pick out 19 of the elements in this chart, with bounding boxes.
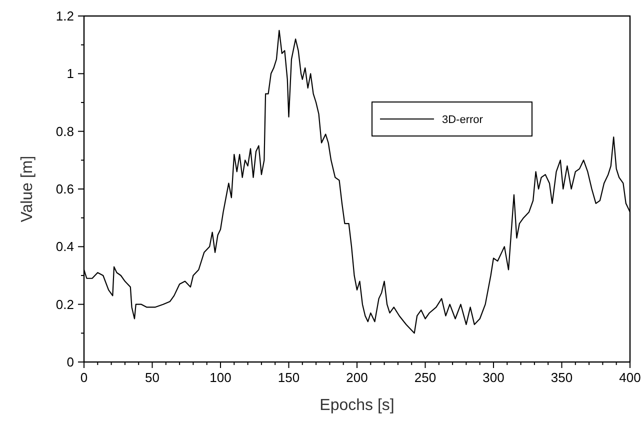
y-tick-label: 0.6 [56, 182, 74, 196]
x-axis-title: Epochs [s] [320, 397, 394, 414]
y-tick-label: 1 [66, 66, 74, 82]
x-tick-label: 0 [80, 370, 88, 385]
y-tick-label: 0.4 [56, 239, 74, 254]
x-tick-label: 100 [210, 370, 232, 385]
x-tick-label: 150 [278, 370, 300, 385]
y-tick-label: 0.8 [56, 124, 74, 139]
x-tick-label: 250 [414, 370, 436, 385]
y-tick-label: 0 [66, 354, 74, 370]
x-tick-label: 50 [145, 370, 160, 385]
x-tick-label: 400 [619, 370, 641, 385]
x-tick-label: 200 [346, 370, 368, 385]
y-tick-label: 1.2 [56, 8, 74, 24]
legend-label: 3D-error [442, 114, 484, 126]
x-tick-label: 350 [550, 370, 573, 385]
x-tick-label: 300 [482, 370, 504, 385]
y-tick-label: 0.2 [56, 296, 74, 312]
y-axis-title: Value [m] [19, 156, 36, 222]
